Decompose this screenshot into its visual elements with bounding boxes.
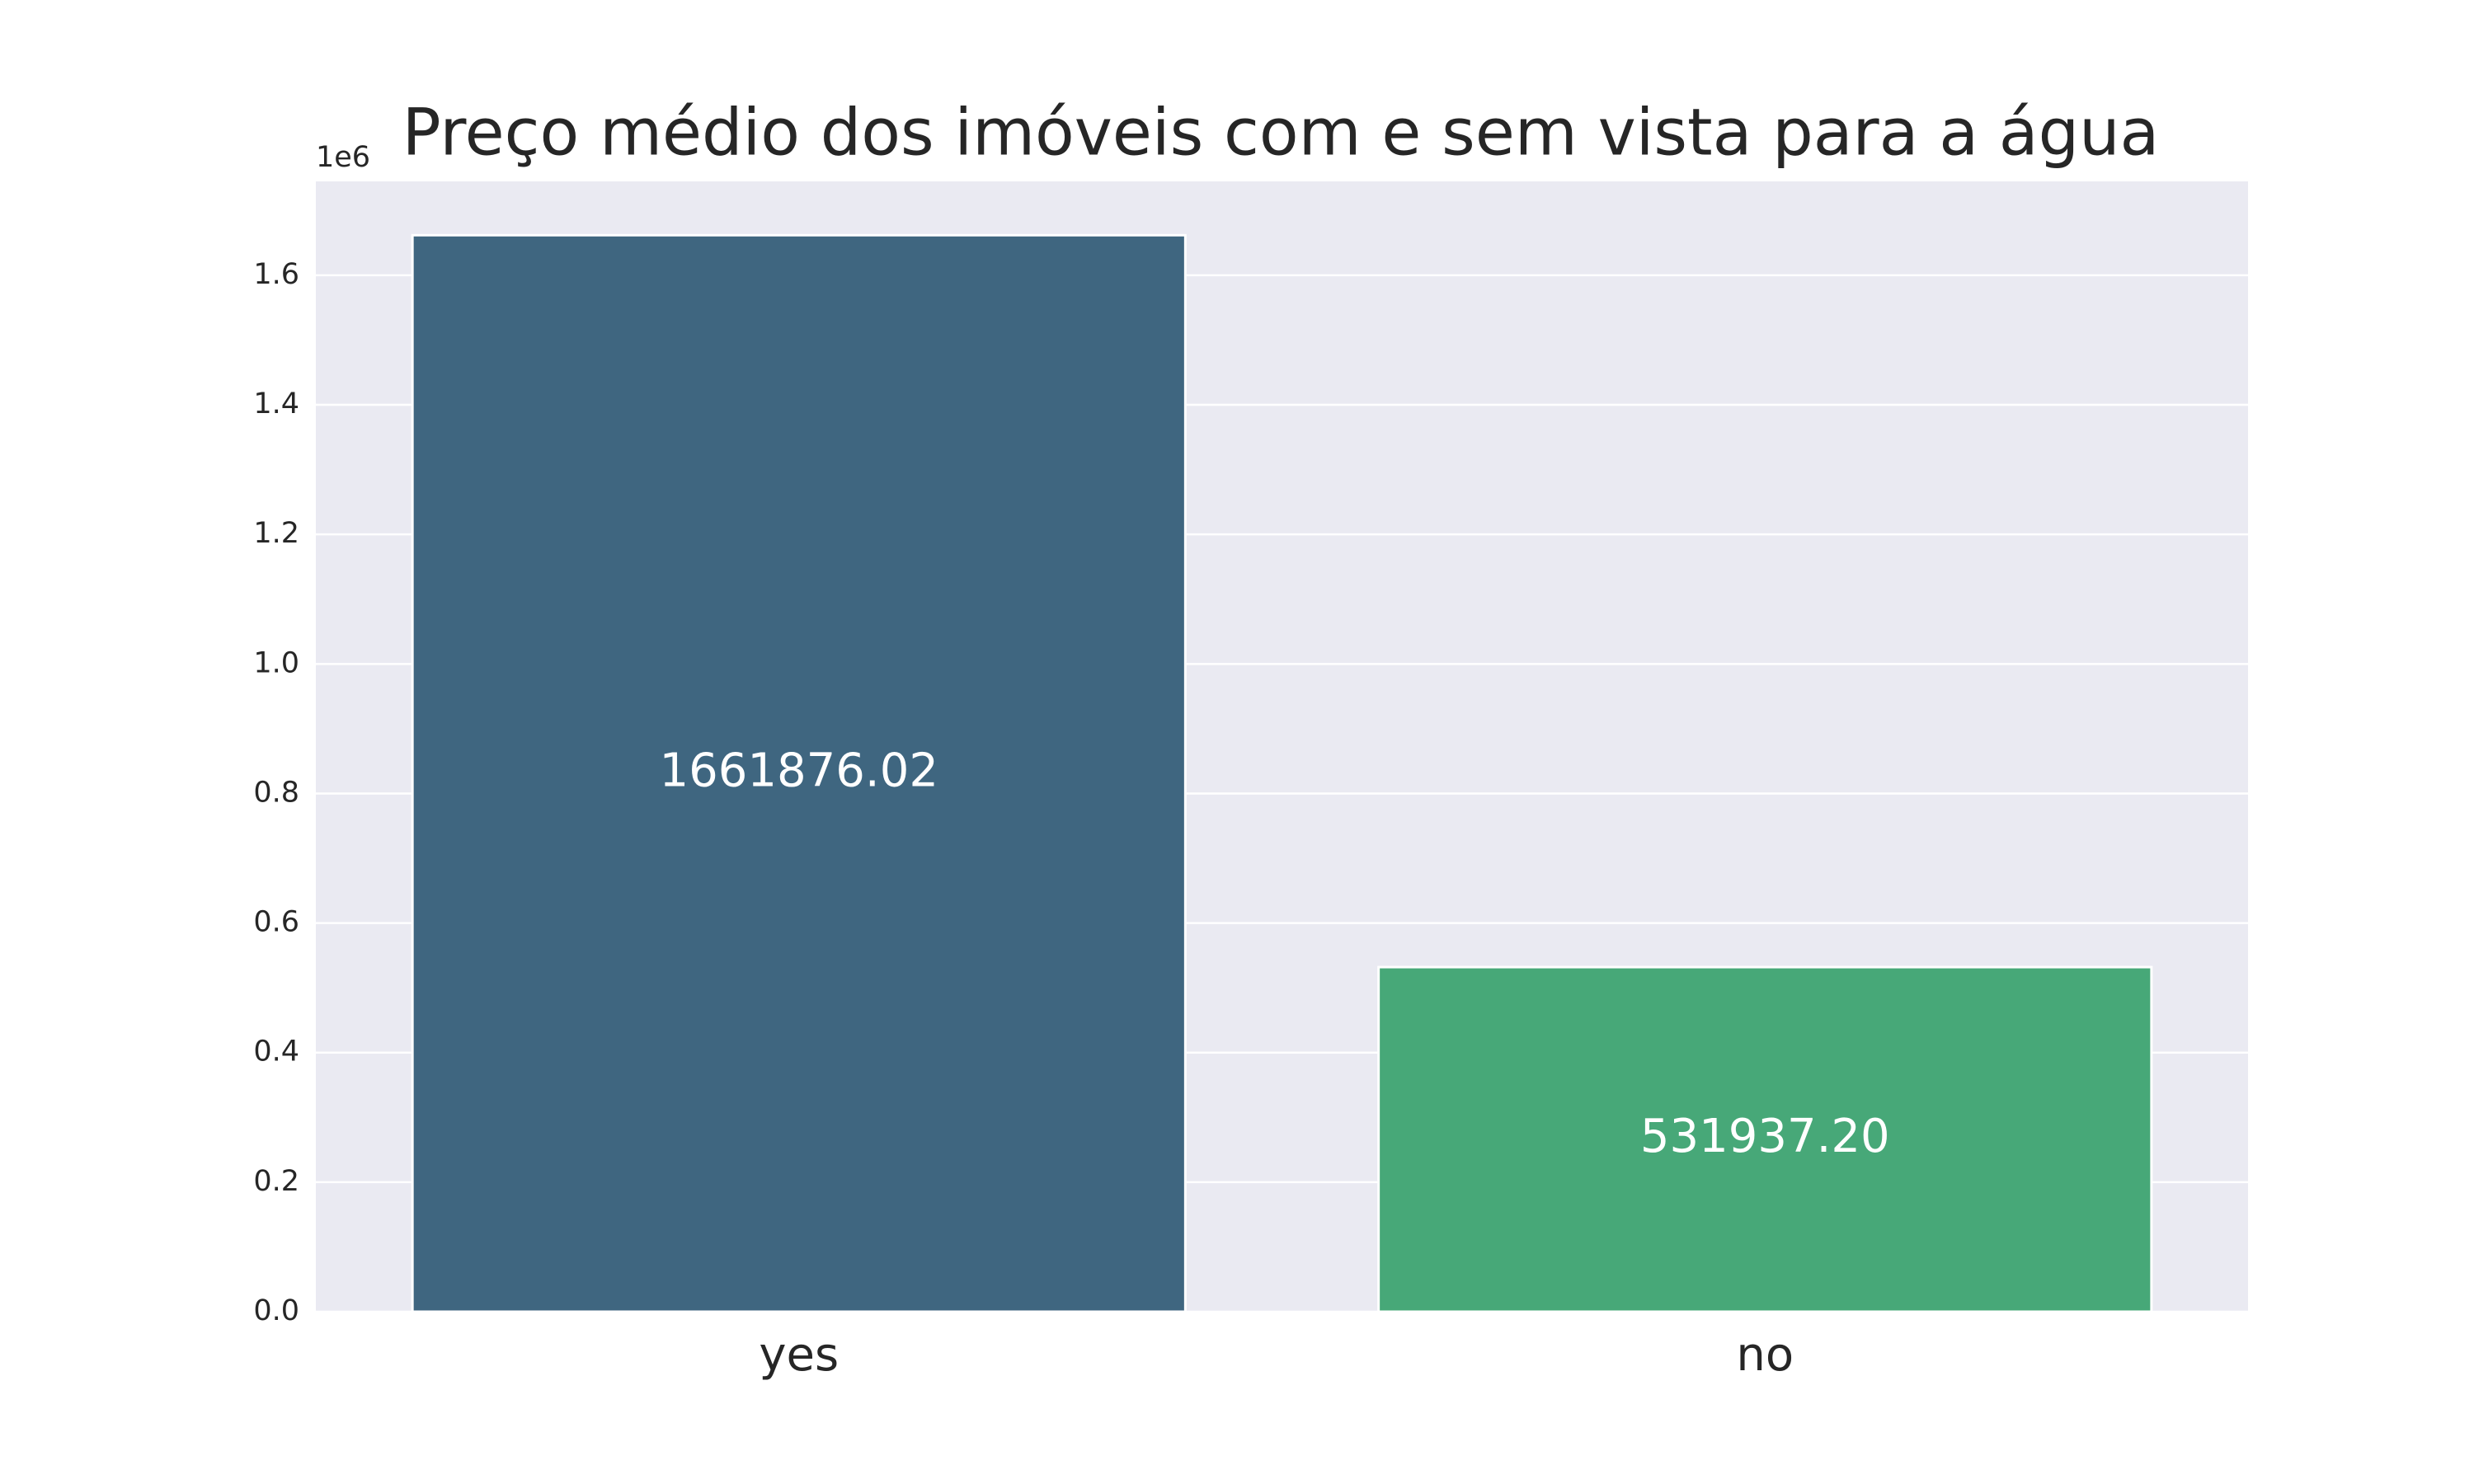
x-tick-label: no bbox=[1736, 1328, 1794, 1382]
bar bbox=[1377, 965, 2153, 1313]
y-tick-label: 0.0 bbox=[253, 1294, 299, 1327]
y-tick-label: 1.2 bbox=[253, 517, 299, 550]
y-tick-label: 1.0 bbox=[253, 646, 299, 679]
x-tick-label: yes bbox=[759, 1328, 839, 1382]
y-tick-label: 1.6 bbox=[253, 258, 299, 291]
bar bbox=[411, 233, 1187, 1313]
y-tick-label: 0.8 bbox=[253, 776, 299, 809]
y-tick-label: 1.4 bbox=[253, 387, 299, 420]
value-label: 1661876.02 bbox=[660, 744, 938, 797]
y-tick-label: 0.6 bbox=[253, 906, 299, 939]
y-tick-label: 0.4 bbox=[253, 1036, 299, 1068]
value-label: 531937.20 bbox=[1640, 1110, 1890, 1163]
y-offset-label: 1e6 bbox=[316, 141, 370, 174]
y-tick-label: 0.2 bbox=[253, 1165, 299, 1198]
chart-title: Preço médio dos imóveis com e sem vista … bbox=[402, 96, 2160, 170]
